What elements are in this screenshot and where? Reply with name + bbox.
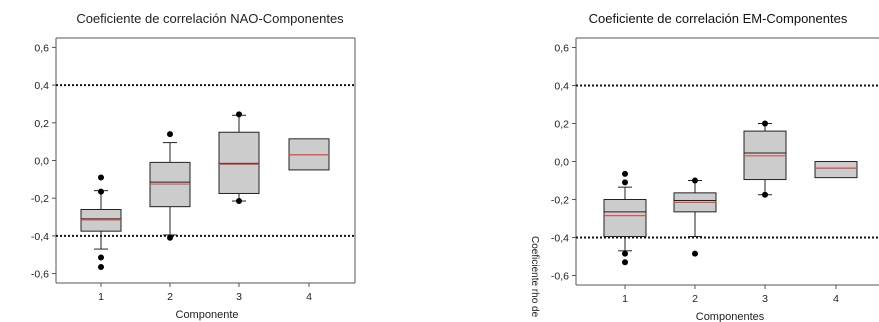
outlier-point [692, 250, 698, 257]
plot-area: 0,6 0,4 0,2 0,0 -0,2 -0,4 -0,6 1 2 3 4 [551, 37, 879, 305]
chart-em: Coeficiente de correlación EM-Componente… [529, 11, 879, 322]
y-tick-label: 0,2 [554, 119, 569, 131]
y-tick-label: 0,0 [554, 157, 569, 169]
chart-nao: Coeficiente de correlación NAO-Component… [31, 11, 356, 321]
y-tick-label: 0,2 [34, 118, 49, 130]
y-tick-label: -0,2 [31, 193, 49, 205]
x-tick-label: 1 [622, 293, 628, 305]
y-tick-label: -0,4 [31, 231, 49, 243]
outlier-point [622, 170, 628, 177]
x-axis-label: Componente [176, 309, 239, 321]
outlier-point [98, 263, 104, 270]
x-tick-label: 3 [236, 291, 242, 303]
y-tick-label: 0,6 [554, 43, 569, 55]
outlier-point [98, 174, 104, 181]
outlier-point [622, 179, 628, 186]
x-tick-label: 4 [833, 293, 839, 305]
x-tick-label: 4 [306, 291, 312, 303]
chart-title: Coeficiente de correlación NAO-Component… [76, 11, 344, 26]
outlier-point [236, 198, 242, 205]
plot-area: 0,6 0,4 0,2 0,0 -0,2 -0,4 -0,6 1 2 3 4 [31, 37, 356, 303]
outlier-point [622, 250, 628, 257]
x-axis-label: Componentes [696, 311, 765, 322]
outlier-point [167, 131, 173, 138]
y-tick-label: -0,2 [551, 195, 569, 207]
y-tick-label: 0,0 [34, 156, 49, 168]
y-tick-label: 0,6 [34, 42, 49, 54]
x-tick-label: 3 [762, 293, 768, 305]
x-tick-label: 1 [98, 291, 104, 303]
y-tick-label: -0,4 [551, 233, 569, 245]
outlier-point [762, 120, 768, 127]
outlier-point [98, 254, 104, 261]
y-tick-label: -0,6 [551, 271, 569, 283]
box [814, 161, 858, 179]
outlier-point [622, 259, 628, 266]
y-axis-label: Coeficiente rho de [529, 236, 540, 318]
x-tick-label: 2 [692, 293, 698, 305]
outlier-point [236, 111, 242, 118]
outlier-point [98, 188, 104, 195]
outlier-point [762, 191, 768, 198]
y-tick-label: 0,4 [34, 80, 49, 92]
outlier-point [167, 234, 173, 241]
y-tick-label: 0,4 [554, 81, 569, 93]
box [603, 199, 647, 238]
chart-title: Coeficiente de correlación EM-Componente… [589, 11, 848, 26]
y-tick-label: -0,6 [31, 269, 49, 281]
x-tick-label: 2 [167, 291, 173, 303]
outlier-point [692, 177, 698, 184]
